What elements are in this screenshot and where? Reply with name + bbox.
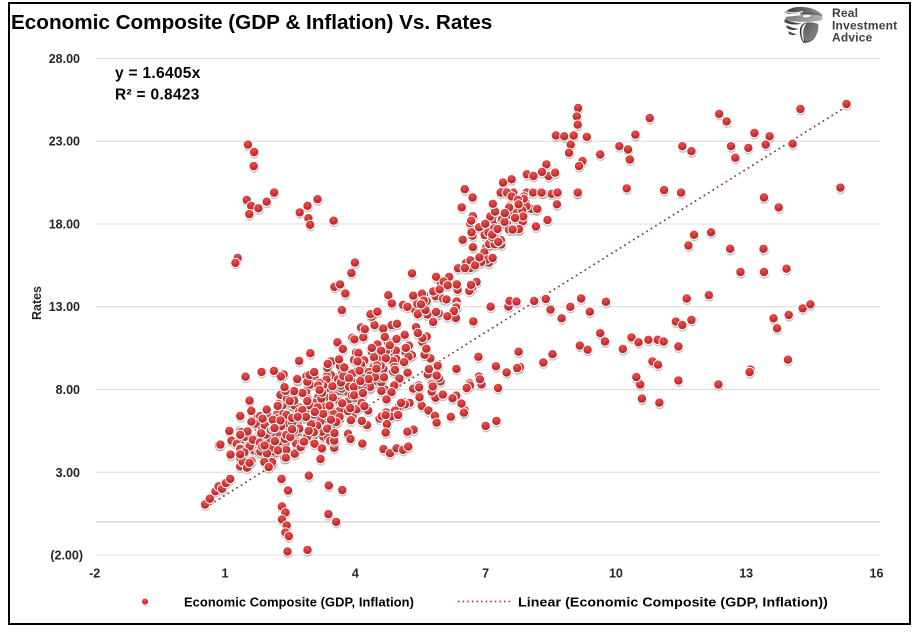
svg-text:18.00: 18.00 (49, 218, 80, 232)
svg-text:13: 13 (739, 567, 753, 581)
svg-text:-2: -2 (89, 567, 100, 581)
svg-text:28.00: 28.00 (49, 52, 80, 66)
svg-text:y = 1.6405x: y = 1.6405x (115, 65, 201, 82)
svg-text:16: 16 (870, 567, 884, 581)
svg-text:1: 1 (222, 567, 229, 581)
svg-text:4: 4 (352, 567, 359, 581)
svg-text:3.00: 3.00 (56, 466, 80, 480)
svg-text:Investment: Investment (832, 19, 897, 33)
svg-text:(2.00): (2.00) (50, 549, 83, 563)
svg-text:23.00: 23.00 (49, 135, 80, 149)
svg-text:10: 10 (609, 567, 623, 581)
svg-text:Rates: Rates (30, 286, 44, 320)
svg-text:Economic Composite (GDP & Infl: Economic Composite (GDP & Inflation) Vs.… (11, 11, 492, 34)
svg-text:7: 7 (482, 567, 489, 581)
svg-text:Linear (Economic Composite (GD: Linear (Economic Composite (GDP, Inflati… (518, 595, 828, 610)
svg-text:Real: Real (832, 6, 858, 20)
svg-text:Economic Composite (GDP, Infla: Economic Composite (GDP, Inflation) (184, 595, 414, 610)
svg-text:R² = 0.8423: R² = 0.8423 (115, 87, 200, 104)
svg-text:8.00: 8.00 (56, 383, 80, 397)
svg-text:Advice: Advice (832, 31, 873, 45)
svg-text:13.00: 13.00 (49, 300, 80, 314)
